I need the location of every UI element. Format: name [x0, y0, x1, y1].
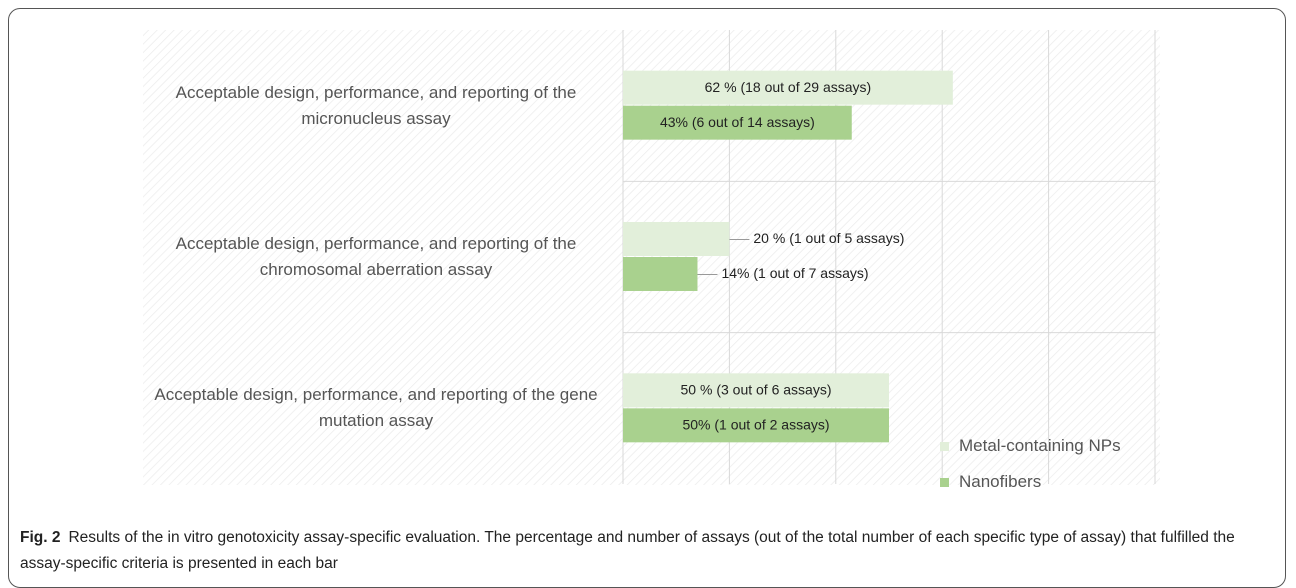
- caption: Fig. 2 Results of the in vitro genotoxici…: [20, 525, 1282, 577]
- legend-swatch: [940, 441, 949, 451]
- legend-label: Nanofibers: [959, 472, 1042, 491]
- category-label: Acceptable design, performance, and repo…: [175, 82, 577, 128]
- bar: [623, 105, 852, 140]
- bar: [623, 408, 889, 443]
- category-label: Acceptable design, performance, and repo…: [175, 234, 577, 279]
- bar: [623, 257, 698, 291]
- bar: [623, 222, 730, 256]
- value-label: 50 % (3 out of 6 assays): [681, 382, 832, 398]
- legend-item: Metal-containing NPs: [940, 436, 1121, 456]
- caption-text: Results of the in vitro genotoxicity ass…: [20, 529, 1235, 572]
- category-label: Acceptable design, performance, and repo…: [154, 385, 598, 431]
- value-label: 43% (6 out of 14 assays): [660, 114, 815, 130]
- legend-item: Nanofibers: [940, 472, 1041, 492]
- legend-swatch: [940, 477, 949, 487]
- caption-label: Fig. 2: [20, 529, 61, 546]
- bar: [623, 70, 953, 105]
- value-label: 14% (1 out of 7 assays): [721, 265, 868, 281]
- value-label: 50% (1 out of 2 assays): [682, 417, 829, 433]
- value-label: 20 % (1 out of 5 assays): [753, 230, 904, 246]
- legend-label: Metal-containing NPs: [959, 436, 1121, 455]
- value-label: 62 % (18 out of 29 assays): [705, 79, 872, 95]
- bar: [623, 373, 889, 408]
